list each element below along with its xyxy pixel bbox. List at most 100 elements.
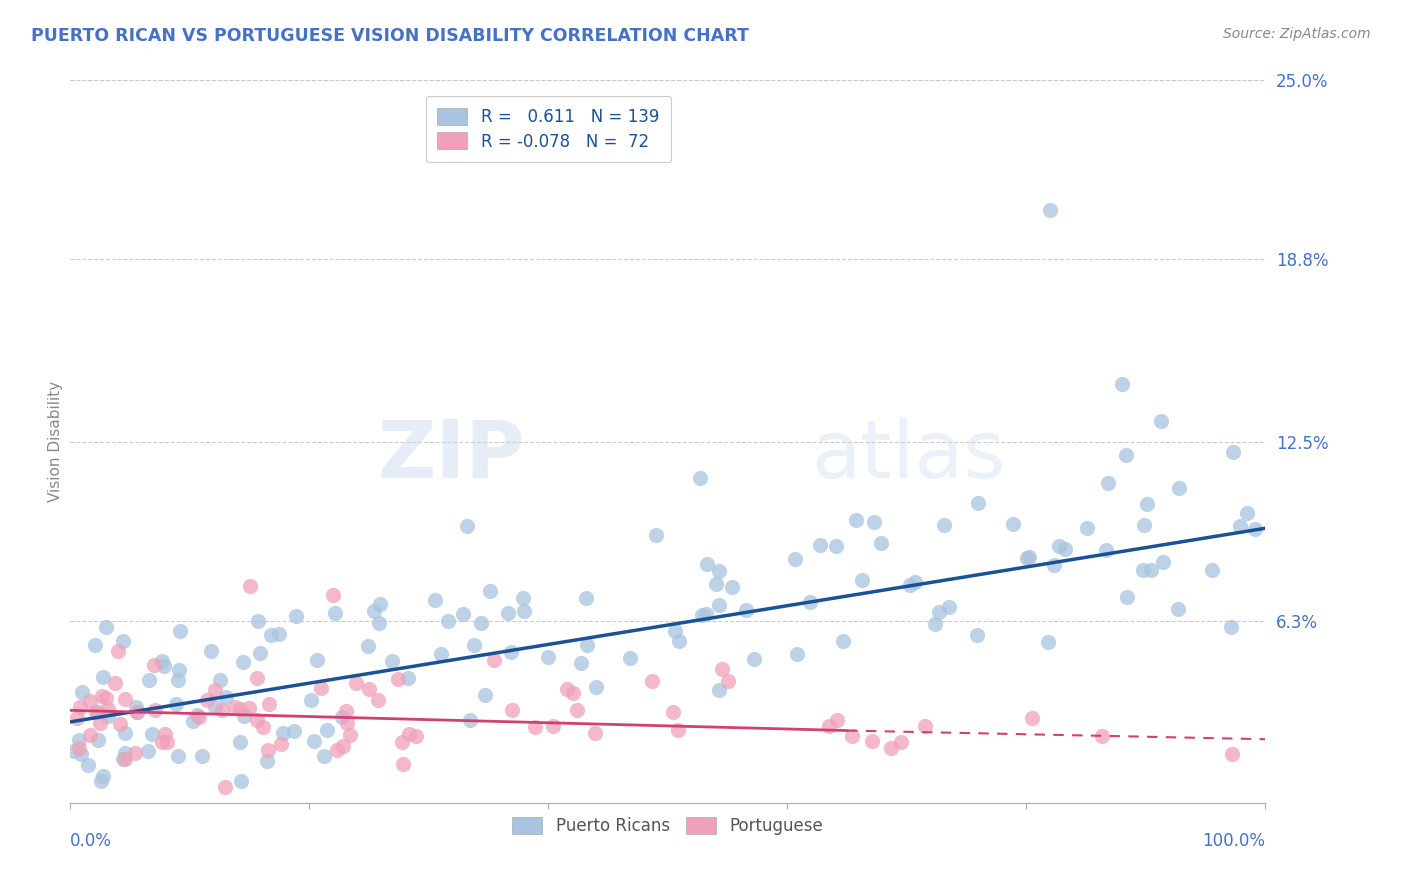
Point [668,634,690,648]
Point [1236,506,1258,520]
Point [1229,518,1251,533]
Point [845,513,868,527]
Point [707,598,730,612]
Point [537,649,560,664]
Point [200,644,222,658]
Point [1133,517,1156,532]
Point [127,705,149,719]
Point [567,702,589,716]
Point [332,710,354,724]
Point [97,709,120,723]
Point [470,616,492,631]
Point [141,727,163,741]
Point [246,671,269,685]
Point [966,628,988,642]
Point [381,654,404,668]
Point [924,616,946,631]
Point [721,580,744,594]
Point [232,655,254,669]
Point [84,639,107,653]
Point [181,714,204,728]
Point [735,603,758,617]
Point [304,734,326,748]
Point [114,692,136,706]
Point [249,646,271,660]
Point [484,653,506,667]
Point [79,693,101,707]
Point [1168,481,1191,495]
Point [111,752,134,766]
Point [76,758,98,772]
Point [645,528,668,542]
Point [89,715,111,730]
Point [91,670,114,684]
Point [91,769,114,783]
Point [229,774,252,789]
Point [309,681,332,695]
Point [332,739,354,753]
Point [66,711,89,725]
Point [1047,539,1070,553]
Y-axis label: Vision Disability: Vision Disability [48,381,63,502]
Point [571,656,593,670]
Text: Source: ZipAtlas.com: Source: ZipAtlas.com [1223,27,1371,41]
Point [1076,521,1098,535]
Point [1018,550,1040,565]
Point [336,716,359,731]
Point [312,748,335,763]
Point [709,564,731,578]
Point [228,702,250,716]
Point [696,558,718,572]
Point [1095,543,1118,558]
Point [824,540,846,554]
Point [239,579,262,593]
Point [316,723,339,737]
Point [124,746,146,760]
Point [67,741,90,756]
Point [91,689,114,703]
Point [111,634,134,648]
Point [575,591,598,605]
Point [155,727,177,741]
Point [808,538,831,552]
Point [1152,555,1174,569]
Point [458,714,481,728]
Point [270,737,292,751]
Point [224,700,246,714]
Point [932,518,955,533]
Point [392,756,415,771]
Point [305,653,328,667]
Point [664,624,686,638]
Point [541,719,564,733]
Point [583,726,606,740]
Point [104,676,127,690]
Point [1043,558,1066,572]
Point [214,780,236,794]
Point [96,691,118,706]
Point [267,627,290,641]
Point [863,516,886,530]
Point [1036,634,1059,648]
Point [245,713,267,727]
Point [1054,541,1077,556]
Point [169,624,191,638]
Point [138,673,160,688]
Point [898,577,921,591]
Point [880,740,903,755]
Point [479,583,502,598]
Point [87,705,110,719]
Point [662,706,685,720]
Point [710,662,733,676]
Point [928,606,950,620]
Point [456,518,478,533]
Point [67,732,90,747]
Point [966,496,988,510]
Point [704,577,727,591]
Point [260,628,283,642]
Point [474,688,496,702]
Point [229,735,252,749]
Point [387,673,409,687]
Point [890,734,912,748]
Point [619,651,641,665]
Point [1115,448,1137,462]
